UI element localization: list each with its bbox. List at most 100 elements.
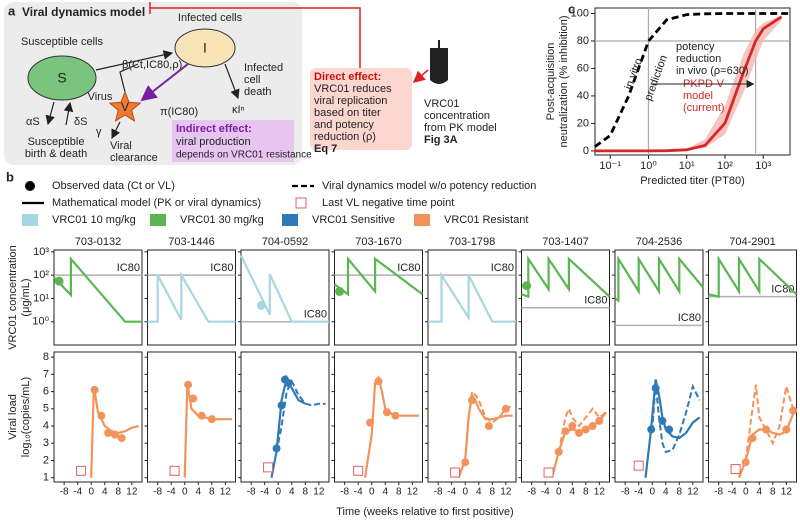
x-tick-label: 4 — [569, 487, 575, 498]
legend-label: VRC01 Resistant — [444, 214, 528, 226]
arrow — [412, 69, 429, 83]
subject-title: 704-2536 — [636, 236, 683, 248]
concentration-observed — [522, 281, 532, 291]
direct-text: reduction (ρ) — [314, 131, 376, 143]
diagram-title: Viral dynamics model — [22, 5, 145, 19]
series-label: prediction — [642, 54, 670, 103]
series-label: (current) — [683, 102, 725, 114]
x-axis-label: Predicted titer (PT80) — [640, 175, 745, 187]
node-label: cell — [244, 74, 261, 86]
legend-label: VRC01 10 mg/kg — [52, 214, 136, 226]
annotation: potency — [676, 41, 715, 53]
last-negative — [633, 460, 644, 471]
series-line — [595, 15, 783, 153]
y-tick-label: 100 — [571, 7, 589, 19]
plot-frame — [708, 249, 797, 346]
plot-frame — [240, 249, 330, 346]
ic80-label: IC80 — [210, 262, 233, 274]
subject-title: 703-0132 — [75, 236, 122, 248]
x-tick-label: -4 — [73, 487, 82, 498]
x-tick-label: 12 — [126, 487, 138, 498]
x-tick-label: 12 — [220, 487, 232, 498]
plot-frame — [334, 351, 423, 483]
legend-label: Mathematical model (PK or viral dynamics… — [52, 197, 261, 209]
y-tick-label: 0 — [583, 145, 589, 157]
plot-frame — [147, 249, 236, 346]
inhibition-line — [150, 7, 361, 68]
x-tick-label: -4 — [260, 487, 269, 498]
plot-frame — [614, 351, 704, 483]
x-tick-label: 12 — [500, 487, 512, 498]
x-tick-label: 4 — [382, 487, 388, 498]
arrow — [140, 63, 189, 102]
x-tick-label: -8 — [340, 487, 349, 498]
x-tick-label: 8 — [209, 487, 215, 498]
viral-load-observed — [197, 411, 206, 420]
y-axis-label: log₁₀(copies/mL) — [20, 377, 32, 457]
x-tick-label: 10² — [717, 160, 733, 172]
y-tick-label: 80 — [577, 35, 589, 47]
ic80-label: IC80 — [304, 309, 327, 321]
virus-star — [108, 90, 142, 122]
viral-load-observed — [501, 404, 510, 413]
x-tick-label: 0 — [369, 487, 375, 498]
ic80-label: IC80 — [117, 262, 140, 274]
x-tick-label: 12 — [407, 487, 419, 498]
viral-load-observed — [90, 385, 99, 394]
y-axis-label: neutralization (% inhibition) — [558, 15, 570, 147]
x-tick-label: 0 — [182, 487, 188, 498]
x-tick-label: 8 — [770, 487, 776, 498]
rate-label: κIⁿ — [232, 104, 245, 116]
x-tick-label: 8 — [396, 487, 402, 498]
ic80-label: IC80 — [397, 262, 420, 274]
viral-load-observed — [110, 430, 119, 439]
x-tick-label: 10⁰ — [640, 160, 657, 172]
x-tick-label: 4 — [102, 487, 108, 498]
direct-text: and potency — [314, 119, 374, 131]
panel-label: c — [568, 1, 575, 16]
subject-title: 704-2901 — [729, 236, 776, 248]
y-tick-label: 60 — [577, 62, 589, 74]
concentration-line — [333, 255, 424, 297]
viral-load-observed — [561, 427, 570, 436]
x-tick-label: -8 — [60, 487, 69, 498]
node-s — [27, 55, 97, 101]
series-line — [594, 12, 790, 148]
x-tick-label: 12 — [781, 487, 793, 498]
direct-ref: Eq 7 — [314, 143, 337, 155]
viral-load-dashed — [744, 384, 795, 461]
x-tick-label: 0 — [649, 487, 655, 498]
indirect-title: Indirect effect: — [176, 123, 252, 135]
last-negative — [263, 462, 274, 473]
concentration-line — [708, 255, 798, 298]
x-tick-label: -4 — [447, 487, 456, 498]
viral-load-observed — [184, 380, 193, 389]
legend-marker — [22, 214, 38, 226]
y-tick-label: 6 — [43, 386, 49, 398]
subject-title: 703-1407 — [542, 236, 589, 248]
last-negative — [543, 467, 554, 478]
pk-text: concentration — [424, 110, 490, 122]
pk-text: VRC01 — [424, 98, 459, 110]
rate-label: γ — [96, 126, 102, 138]
x-tick-label: 8 — [677, 487, 683, 498]
y-tick-label: 20 — [577, 117, 589, 129]
indirect-box — [172, 120, 294, 162]
viral-load-dashed — [275, 379, 326, 453]
plot-frame — [708, 351, 797, 483]
y-tick-label: 10⁰ — [32, 316, 49, 328]
pk-text: from PK model — [424, 122, 497, 134]
viral-load-observed — [575, 428, 584, 437]
x-tick-label: 12 — [687, 487, 699, 498]
concentration-line — [521, 255, 611, 299]
viral-load-observed — [554, 447, 563, 456]
legend-marker — [150, 214, 166, 226]
last-negative — [353, 465, 364, 476]
viral-load-dashed — [651, 382, 701, 454]
x-tick-label: 8 — [116, 487, 122, 498]
viral-load-observed — [748, 434, 757, 443]
x-tick-label: 0 — [556, 487, 562, 498]
series-label: in vitro — [623, 57, 645, 92]
viral-load-line — [363, 375, 420, 478]
